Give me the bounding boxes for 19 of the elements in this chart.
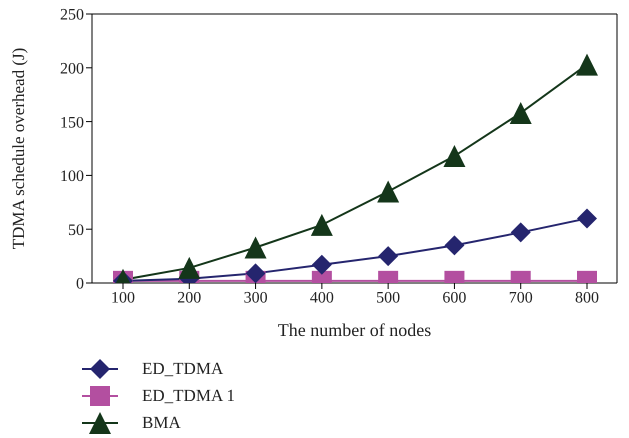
- x-tick-label: 100: [111, 289, 135, 306]
- x-tick-label: 600: [442, 289, 466, 306]
- y-axis-title: TDMA schedule overhead (J): [9, 48, 28, 250]
- y-tick-label: 150: [60, 114, 84, 132]
- x-tick-label: 500: [376, 289, 400, 306]
- legend-label: ED_TDMA 1: [142, 386, 236, 406]
- y-tick-label: 50: [68, 222, 84, 239]
- x-tick-label: 200: [177, 289, 202, 306]
- legend-label: BMA: [142, 412, 181, 432]
- x-tick-label: 300: [244, 289, 268, 306]
- x-tick-label: 400: [310, 289, 334, 306]
- x-tick-label: 800: [575, 289, 599, 306]
- x-tick-label: 700: [508, 289, 533, 306]
- x-axis-title: The number of nodes: [278, 320, 432, 340]
- y-tick-label: 250: [60, 6, 84, 24]
- y-tick-label: 200: [60, 60, 84, 78]
- y-tick-label: 0: [76, 276, 84, 293]
- y-tick-label: 100: [60, 168, 84, 186]
- legend-label: ED_TDMA: [142, 358, 224, 378]
